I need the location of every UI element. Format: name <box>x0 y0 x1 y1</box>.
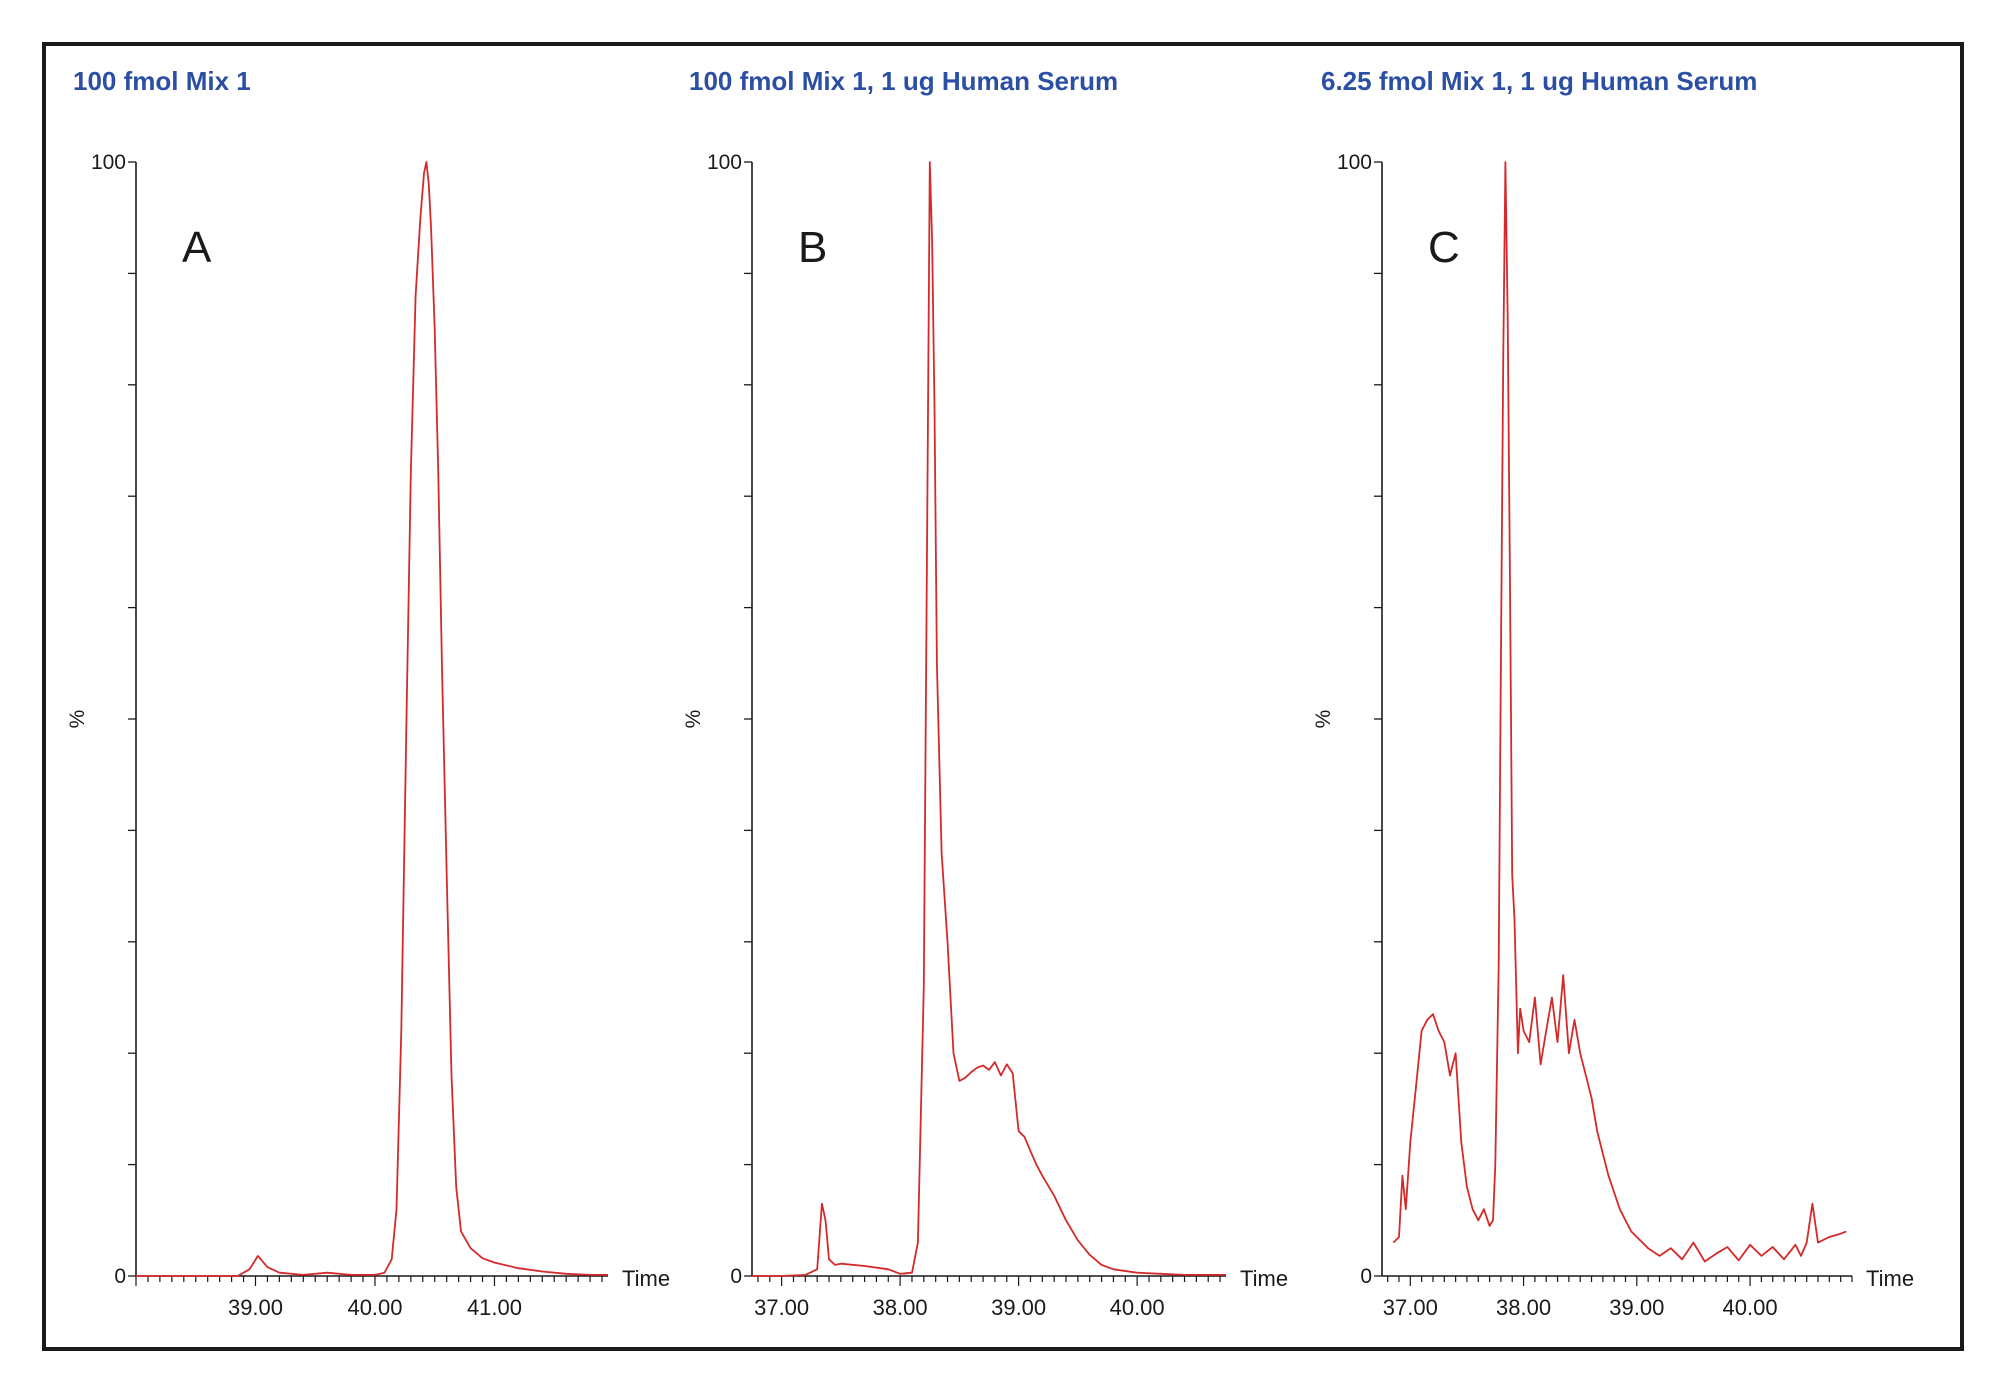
x-tick-label: 37.00 <box>754 1295 809 1320</box>
panel-a-title: 100 fmol Mix 1 <box>73 66 251 96</box>
x-tick-label: 40.00 <box>347 1295 402 1320</box>
y-tick-label: 100 <box>707 151 742 174</box>
x-axis-label: Time <box>1240 1266 1288 1291</box>
y-tick-label: 100 <box>1337 151 1372 174</box>
panel-letter: B <box>798 223 827 272</box>
panel-b-title: 100 fmol Mix 1, 1 ug Human Serum <box>689 66 1119 96</box>
x-tick-label: 37.00 <box>1383 1295 1438 1320</box>
x-tick-label: 38.00 <box>873 1295 928 1320</box>
y-axis-label: % <box>66 710 89 729</box>
y-tick-label: 100 <box>91 151 126 174</box>
x-tick-label: 41.00 <box>467 1295 522 1320</box>
chromatogram-trace <box>752 161 1226 1277</box>
y-axis-label: % <box>1312 710 1335 729</box>
x-tick-label: 40.00 <box>1723 1295 1778 1320</box>
x-tick-label: 40.00 <box>1110 1295 1165 1320</box>
panel-letter: A <box>182 223 212 272</box>
figure-frame <box>42 42 1964 1351</box>
y-tick-label: 0 <box>1360 1265 1372 1288</box>
chromatogram-trace <box>1392 161 1847 1263</box>
panel-a: 0 100% 39.00 40.00 41.00 Time A <box>66 151 670 1320</box>
panel-c: 0 100% 37.00 38.00 39.00 40.00 Time C <box>1312 151 1914 1320</box>
y-axis-label: % <box>682 710 705 729</box>
x-tick-label: 39.00 <box>1609 1295 1664 1320</box>
y-tick-label: 0 <box>730 1265 742 1288</box>
chromatogram-trace <box>136 161 608 1277</box>
x-axis-label: Time <box>1866 1266 1914 1291</box>
x-tick-label: 39.00 <box>228 1295 283 1320</box>
panel-b: 0 100% 37.00 38.00 39.00 40.00 Time B <box>682 151 1288 1320</box>
x-tick-label: 38.00 <box>1496 1295 1551 1320</box>
panel-letter: C <box>1428 223 1460 272</box>
panel-c-title: 6.25 fmol Mix 1, 1 ug Human Serum <box>1321 66 1758 96</box>
x-tick-label: 39.00 <box>991 1295 1046 1320</box>
x-axis-label: Time <box>622 1266 670 1291</box>
y-tick-label: 0 <box>114 1265 126 1288</box>
